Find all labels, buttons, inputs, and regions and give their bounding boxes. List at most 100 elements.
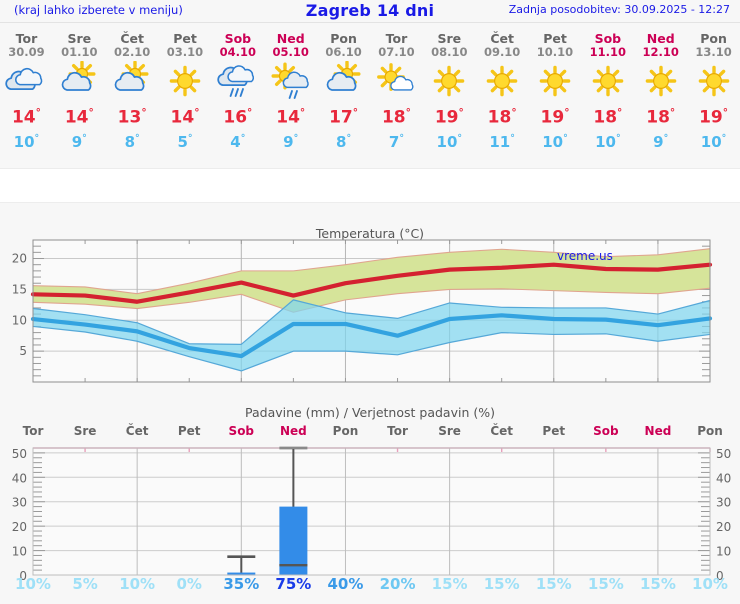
precip-probability-label: 35% <box>223 575 260 593</box>
day-date: 02.10 <box>113 45 151 59</box>
temperature-chart-title: Temperatura (°C) <box>315 226 425 241</box>
precipitation-chart-title: Padavine (mm) / Verjetnost padavin (%) <box>245 405 495 420</box>
day-min-temp-value: 9 <box>653 133 664 151</box>
page-title: Zagreb 14 dni <box>305 1 435 20</box>
forecast-day-column[interactable]: Sre 08.10 19° 10° <box>425 23 474 168</box>
precip-y-tick-label-left: 30 <box>12 496 27 510</box>
day-max-temp-value: 19 <box>434 107 459 128</box>
spacer-divider <box>0 202 740 203</box>
degree-symbol: ° <box>293 133 299 144</box>
precipitation-chart: Padavine (mm) / Verjetnost padavin (%) 0… <box>0 400 740 600</box>
forecast-day-column[interactable]: Pon 06.10 17° 8° <box>319 23 368 168</box>
precip-day-label: Sob <box>228 424 255 438</box>
degree-symbol: ° <box>299 107 306 119</box>
precip-y-tick-label-right: 0 <box>716 569 724 583</box>
precip-probability-label: 10% <box>119 575 156 593</box>
precip-day-label: Pet <box>542 424 566 438</box>
day-min-temp-value: 9 <box>283 133 294 151</box>
degree-symbol: ° <box>88 107 94 119</box>
forecast-day-column[interactable]: Ned 05.10 14° 9° <box>266 23 315 168</box>
precip-probability-label: 10% <box>15 575 51 593</box>
day-date: 30.09 <box>8 45 45 59</box>
day-min-temp: 10° <box>531 133 580 151</box>
day-date: 05.10 <box>272 45 309 59</box>
day-name: Ned <box>276 31 305 46</box>
forecast-day-column[interactable]: Pet 10.10 19° 10° <box>531 23 580 168</box>
day-max-temp: 18° <box>583 107 632 128</box>
day-min-temp: 10° <box>2 133 51 151</box>
day-max-temp: 18° <box>478 107 527 128</box>
forecast-day-column[interactable]: Pon 13.10 19° 10° <box>689 23 738 168</box>
day-max-temp-value: 18 <box>646 107 670 128</box>
precip-y-tick-label-right: 40 <box>716 471 731 485</box>
sunny-icon <box>636 61 685 103</box>
forecast-day-column[interactable]: Tor 07.10 18° 7° <box>372 23 421 168</box>
day-date: 03.10 <box>166 45 204 59</box>
cloudy-icon <box>2 61 51 103</box>
temperature-plot-area: 5 10 15 20 vreme.us <box>0 210 740 400</box>
forecast-day-column[interactable]: Ned 12.10 18° 9° <box>636 23 685 168</box>
day-max-temp: 16° <box>213 107 262 128</box>
day-min-temp: 4° <box>213 133 262 151</box>
forecast-day-column[interactable]: Sob 11.10 18° 10° <box>583 23 632 168</box>
day-name: Čet <box>490 31 514 46</box>
day-date: 09.10 <box>483 45 521 59</box>
day-max-temp-value: 17 <box>329 107 353 128</box>
day-min-temp: 8° <box>319 133 368 151</box>
degree-symbol: ° <box>399 133 404 144</box>
day-max-temp-value: 19 <box>699 107 723 128</box>
precip-day-label: Čet <box>490 424 514 438</box>
white-spacer <box>0 169 740 202</box>
day-max-temp-value: 13 <box>117 107 142 128</box>
sun-rain-icon <box>266 61 315 103</box>
forecast-day-column[interactable]: Tor 30.09 14° 10° <box>2 23 51 168</box>
forecast-day-column[interactable]: Pet 03.10 14° 5° <box>161 23 210 168</box>
degree-symbol: ° <box>617 107 623 119</box>
day-max-temp: 18° <box>636 107 685 128</box>
day-min-temp: 8° <box>108 133 157 151</box>
day-min-temp-value: 8 <box>124 133 136 151</box>
day-date: 11.10 <box>589 45 627 59</box>
forecast-day-column[interactable]: Sob 04.10 16° 4° <box>213 23 262 168</box>
temp-y-tick-label: 5 <box>19 344 27 358</box>
degree-symbol: ° <box>247 107 253 119</box>
watermark-label: vreme.us <box>557 249 613 263</box>
header-divider <box>0 22 740 23</box>
day-name: Pet <box>173 31 197 46</box>
degree-symbol: ° <box>458 107 464 119</box>
degree-symbol: ° <box>563 133 568 144</box>
day-name: Sre <box>437 31 462 46</box>
sunny-icon <box>689 61 738 103</box>
precip-probability-label: 5% <box>72 575 98 593</box>
forecast-day-column[interactable]: Čet 02.10 13° 8° <box>108 23 157 168</box>
degree-symbol: ° <box>510 133 515 144</box>
menu-hint: (kraj lahko izberete v meniju) <box>14 3 183 17</box>
day-min-temp-value: 4 <box>230 133 241 151</box>
forecast-day-column[interactable]: Čet 09.10 18° 11° <box>478 23 527 168</box>
degree-symbol: ° <box>135 133 140 144</box>
precip-day-label: Tor <box>22 424 44 438</box>
last-update-label: Zadnja posodobitev: 30.09.2025 - 12:27 <box>508 3 730 16</box>
day-min-temp-value: 8 <box>336 133 347 151</box>
sunny-icon <box>478 61 527 103</box>
day-max-temp: 19° <box>689 107 738 128</box>
sunny-icon <box>531 61 580 103</box>
precip-day-label: Pon <box>332 424 359 438</box>
precip-probability-label: 75% <box>275 575 312 593</box>
precip-probability-label: 15% <box>587 575 624 593</box>
degree-symbol: ° <box>240 133 246 144</box>
precip-y-tick-label-left: 0 <box>19 569 27 583</box>
day-min-temp-value: 10 <box>436 133 458 151</box>
day-date: 07.10 <box>378 45 415 59</box>
precip-probability-label: 15% <box>535 575 572 593</box>
day-min-temp-value: 10 <box>542 133 564 151</box>
precip-y-tick-label-left: 10 <box>12 545 27 559</box>
degree-symbol: ° <box>615 133 621 144</box>
day-date: 08.10 <box>431 45 468 59</box>
precip-probability-label: 40% <box>327 575 364 593</box>
forecast-day-column[interactable]: Sre 01.10 14° 9° <box>55 23 104 168</box>
degree-symbol: ° <box>722 107 729 119</box>
day-max-temp: 14° <box>161 107 210 128</box>
temp-y-tick-label: 10 <box>12 313 27 327</box>
precip-y-tick-label-right: 50 <box>716 447 731 461</box>
